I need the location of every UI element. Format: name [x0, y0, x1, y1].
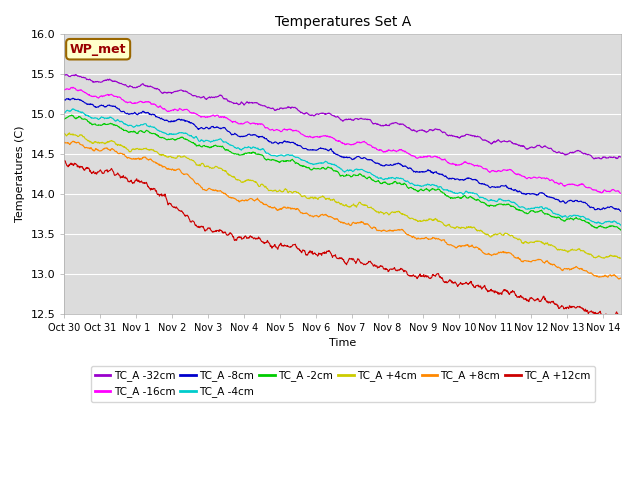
TC_A -2cm [104, 121, 111, 127]
TC_A -32cm [63, 72, 70, 77]
TC_A -8cm [61, 97, 68, 103]
TC_A +12cm [61, 158, 69, 164]
TC_A -2cm [617, 227, 625, 232]
TC_A -8cm [297, 143, 305, 149]
Y-axis label: Temperatures (C): Temperatures (C) [15, 126, 25, 222]
TC_A -4cm [319, 160, 326, 166]
Line: TC_A +8cm: TC_A +8cm [65, 141, 621, 279]
TC_A +4cm [127, 149, 134, 155]
TC_A +4cm [61, 131, 68, 136]
TC_A -8cm [308, 147, 316, 153]
TC_A -16cm [617, 191, 625, 196]
TC_A +4cm [319, 193, 326, 199]
TC_A -8cm [319, 145, 326, 151]
TC_A +8cm [297, 210, 305, 216]
Line: TC_A -8cm: TC_A -8cm [65, 98, 621, 211]
Title: Temperatures Set A: Temperatures Set A [275, 15, 411, 29]
TC_A -4cm [104, 116, 111, 121]
Text: WP_met: WP_met [70, 43, 127, 56]
TC_A -2cm [68, 112, 76, 118]
TC_A -8cm [378, 162, 385, 168]
TC_A +8cm [61, 140, 68, 145]
TC_A -32cm [61, 72, 68, 78]
TC_A -32cm [617, 154, 625, 160]
TC_A -16cm [69, 84, 77, 90]
TC_A -2cm [61, 116, 68, 122]
Line: TC_A -4cm: TC_A -4cm [65, 109, 621, 226]
TC_A -8cm [69, 96, 77, 101]
TC_A +8cm [127, 156, 134, 161]
TC_A -2cm [319, 165, 326, 171]
TC_A -4cm [297, 157, 305, 163]
TC_A +12cm [319, 250, 326, 256]
TC_A -2cm [378, 180, 385, 186]
TC_A +8cm [617, 275, 625, 281]
TC_A +8cm [104, 146, 111, 152]
TC_A +4cm [616, 255, 624, 261]
TC_A +8cm [319, 211, 326, 217]
TC_A -16cm [127, 99, 134, 105]
TC_A -2cm [127, 129, 134, 134]
TC_A -8cm [104, 103, 111, 108]
TC_A -16cm [297, 131, 305, 137]
TC_A +8cm [308, 213, 316, 219]
TC_A +12cm [61, 158, 68, 164]
TC_A +4cm [378, 210, 385, 216]
Line: TC_A +4cm: TC_A +4cm [65, 133, 621, 258]
TC_A +8cm [70, 138, 77, 144]
TC_A -2cm [308, 167, 316, 172]
TC_A -16cm [61, 87, 68, 93]
TC_A -32cm [319, 110, 326, 116]
TC_A -2cm [617, 227, 625, 233]
Line: TC_A -16cm: TC_A -16cm [65, 87, 621, 193]
TC_A -2cm [297, 163, 305, 169]
TC_A -4cm [378, 175, 385, 181]
TC_A +4cm [66, 130, 74, 136]
TC_A -16cm [378, 147, 385, 153]
TC_A -8cm [617, 208, 625, 214]
Legend: TC_A -32cm, TC_A -16cm, TC_A -8cm, TC_A -4cm, TC_A -2cm, TC_A +4cm, TC_A +8cm, T: TC_A -32cm, TC_A -16cm, TC_A -8cm, TC_A … [91, 366, 595, 402]
TC_A +12cm [378, 264, 385, 269]
TC_A +8cm [615, 276, 623, 282]
Line: TC_A -2cm: TC_A -2cm [65, 115, 621, 230]
TC_A +12cm [308, 250, 316, 255]
TC_A -32cm [297, 110, 305, 116]
TC_A -4cm [127, 122, 134, 128]
TC_A -16cm [319, 133, 326, 139]
Line: TC_A -32cm: TC_A -32cm [65, 74, 621, 159]
TC_A +4cm [104, 139, 111, 144]
TC_A +12cm [104, 169, 111, 175]
TC_A -4cm [70, 106, 77, 112]
TC_A -4cm [617, 223, 625, 228]
TC_A -16cm [308, 134, 316, 140]
TC_A -32cm [104, 76, 111, 82]
TC_A +12cm [617, 314, 625, 320]
TC_A -32cm [127, 83, 134, 89]
TC_A -32cm [378, 123, 385, 129]
TC_A +8cm [378, 228, 385, 234]
TC_A -32cm [308, 112, 316, 118]
TC_A +4cm [617, 255, 625, 261]
TC_A -8cm [127, 111, 134, 117]
TC_A -4cm [308, 161, 316, 167]
Line: TC_A +12cm: TC_A +12cm [65, 161, 621, 319]
TC_A -32cm [590, 156, 598, 162]
TC_A +12cm [599, 316, 607, 322]
X-axis label: Time: Time [329, 338, 356, 348]
TC_A +4cm [297, 192, 305, 198]
TC_A +4cm [308, 195, 316, 201]
TC_A +12cm [297, 249, 305, 255]
TC_A -16cm [104, 92, 111, 97]
TC_A +12cm [127, 179, 134, 184]
TC_A -4cm [61, 110, 68, 116]
